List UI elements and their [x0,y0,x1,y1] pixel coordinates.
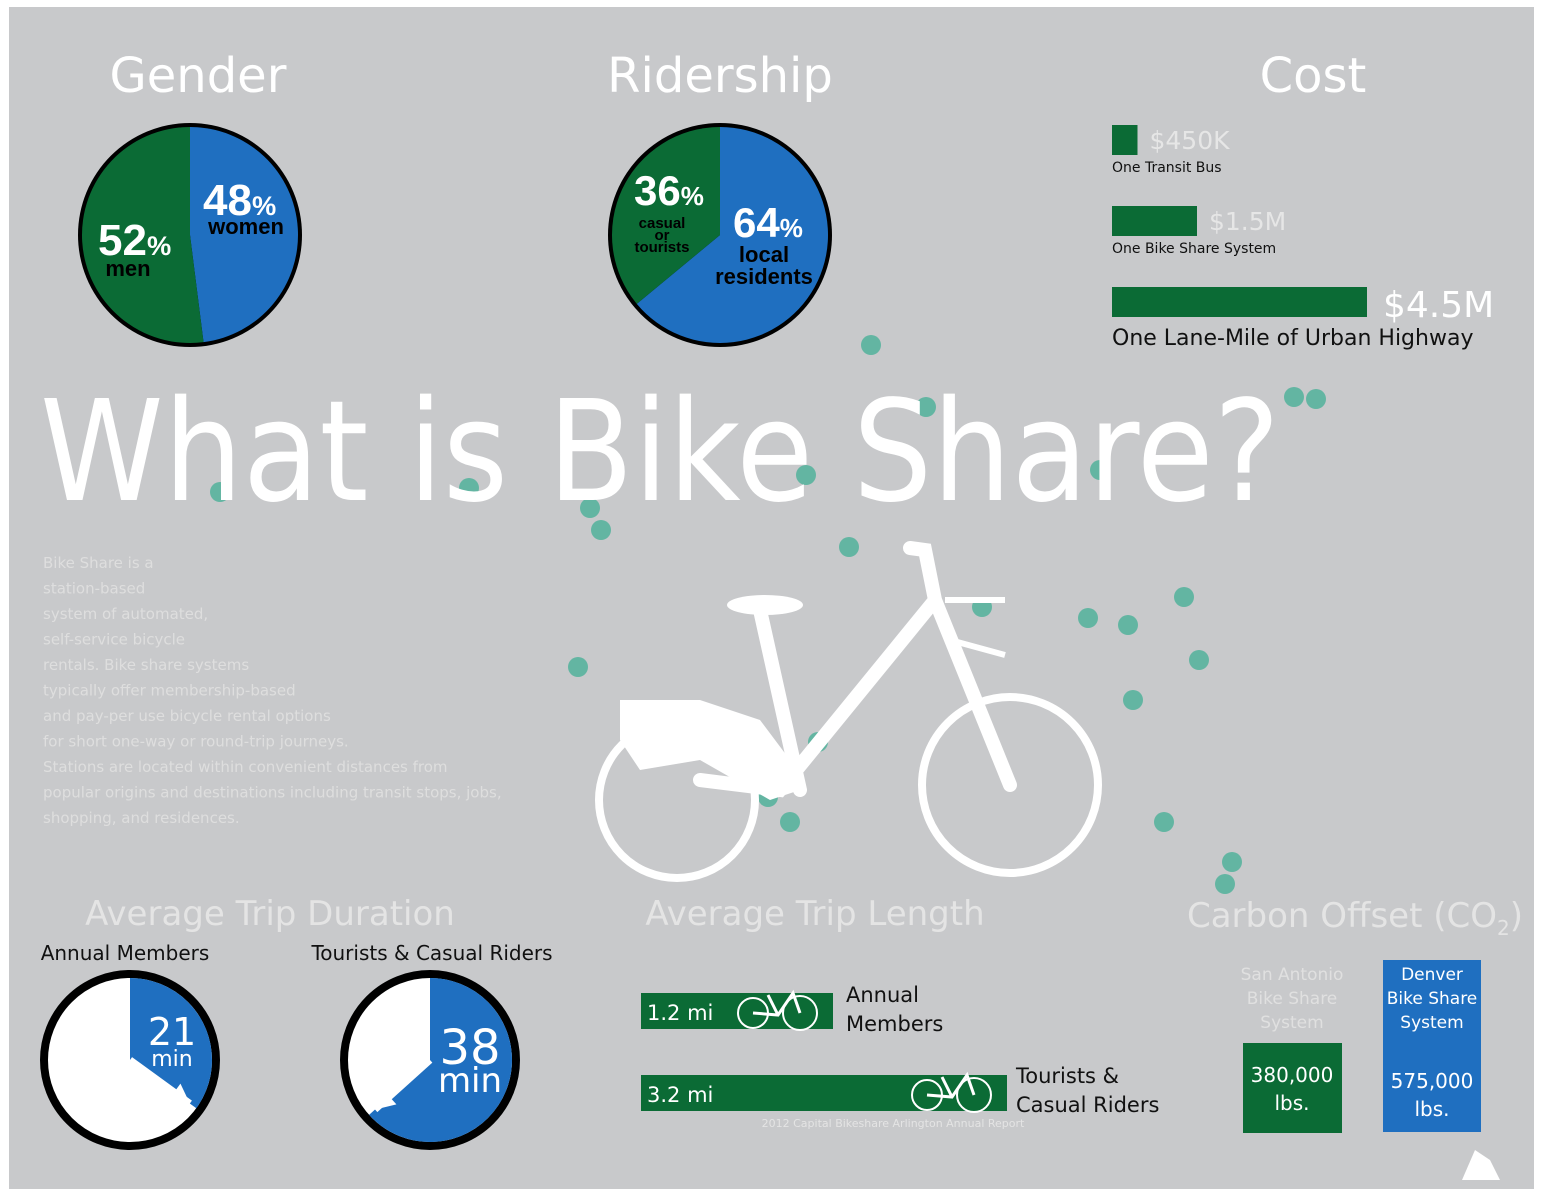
value-label: 48% [203,176,276,225]
value: 64 [733,199,780,246]
carbon-name: San Antonio [1241,965,1344,985]
description-line: station-based [43,580,145,598]
cost-value: $450K [1150,126,1231,155]
length-value: 1.2 mi [647,1001,713,1025]
value-label: 36% [634,167,704,214]
unit: % [252,190,276,221]
section-title: Average Trip Duration [85,894,455,934]
cost-name: One Transit Bus [1112,160,1222,176]
clock-unit: min [438,1061,502,1101]
bike-icon [926,1071,976,1099]
clock-value: 38 [439,1020,500,1076]
section-title: Average Trip Length [645,894,984,934]
clock-wedge [130,978,212,1109]
unit: % [147,230,171,261]
length-name: Annual [846,983,919,1007]
carbon-amount: 380,000 [1251,1063,1334,1087]
clock-unit: min [151,1047,193,1072]
description-line: self-service bicycle [43,631,185,649]
section-title: Cost [1260,48,1367,104]
slice-label: or [655,227,670,244]
unit: % [780,213,803,243]
description-line: rentals. Bike share systems [43,656,249,674]
clock-name: Tourists & Casual Riders [310,941,552,965]
description-line: typically offer membership-based [43,682,296,700]
carbon-name: Denver [1401,965,1463,985]
description-line: popular origins and destinations includi… [43,784,502,802]
station-dots [210,335,1326,894]
section-title: Carbon Offset (CO2) [1187,896,1523,940]
source: 2012 Capital Bikeshare Arlington Annual … [762,1117,1025,1130]
logo [1462,1150,1500,1180]
section-title: Ridership [607,48,833,104]
cost-bar [1112,287,1367,317]
length-name: Tourists & [1015,1064,1119,1088]
length-value: 3.2 mi [647,1083,713,1107]
carbon-name: Bike Share [1387,989,1478,1009]
length-bar [641,993,833,1029]
description-line: for short one-way or round-trip journeys… [43,733,349,751]
carbon-name: System [1260,1013,1323,1033]
slice-label: casual [639,215,686,232]
cost-name: One Bike Share System [1112,241,1276,257]
carbon-unit: lbs. [1414,1097,1449,1121]
subscript: 2 [1497,916,1510,940]
bike-icon [956,1077,992,1113]
description-line: system of automated, [43,605,208,623]
slice-label: residents [715,264,813,289]
clock-arrow [375,1088,397,1110]
clock-value: 21 [148,1010,196,1054]
clock-arrow [168,1083,190,1104]
slice-label: local [739,242,789,267]
bike-icon [752,989,802,1017]
slice-label: women [207,214,284,239]
description-line: Bike Share is a [43,554,154,572]
slice-label: tourists [634,239,689,256]
pie-slice [190,127,298,343]
value: 36 [634,167,681,214]
carbon-amount: 575,000 [1391,1069,1474,1093]
carbon-name: System [1400,1013,1463,1033]
cost-value: $1.5M [1209,207,1286,236]
carbon-box [1383,960,1481,1132]
carbon-name: Bike Share [1247,989,1338,1009]
bike-icon [782,995,818,1031]
title-text: ) [1510,896,1523,936]
cost-value: $4.5M [1383,285,1494,326]
carbon-box [1243,1043,1342,1133]
length-bar [641,1075,1007,1111]
length-name: Casual Riders [1016,1093,1159,1117]
value: 52 [98,216,147,265]
length-name: Members [846,1012,943,1036]
description-line: Stations are located within convenient d… [43,758,448,776]
main-title: What is Bike Share? [40,371,1280,534]
unit: % [681,181,704,211]
slice-label: men [105,256,150,281]
value-label: 64% [733,199,803,246]
cost-bar [1112,206,1197,236]
value: 48 [203,176,252,225]
pie-slice [612,127,720,304]
bike-body [620,700,800,800]
clock-wedge [369,978,513,1142]
value-label: 52% [98,216,171,265]
carbon-unit: lbs. [1274,1091,1309,1115]
description-line: shopping, and residences. [43,809,240,827]
description-line: and pay-per use bicycle rental options [43,707,331,725]
title-text: Carbon Offset (CO [1187,896,1497,936]
clock-name: Annual Members [41,941,210,965]
cost-name: One Lane-Mile of Urban Highway [1112,326,1473,351]
cost-bar [1112,125,1138,155]
pie-slice [81,127,204,343]
bike-seat [727,595,803,615]
section-title: Gender [110,48,287,104]
pie-slice [636,127,828,343]
